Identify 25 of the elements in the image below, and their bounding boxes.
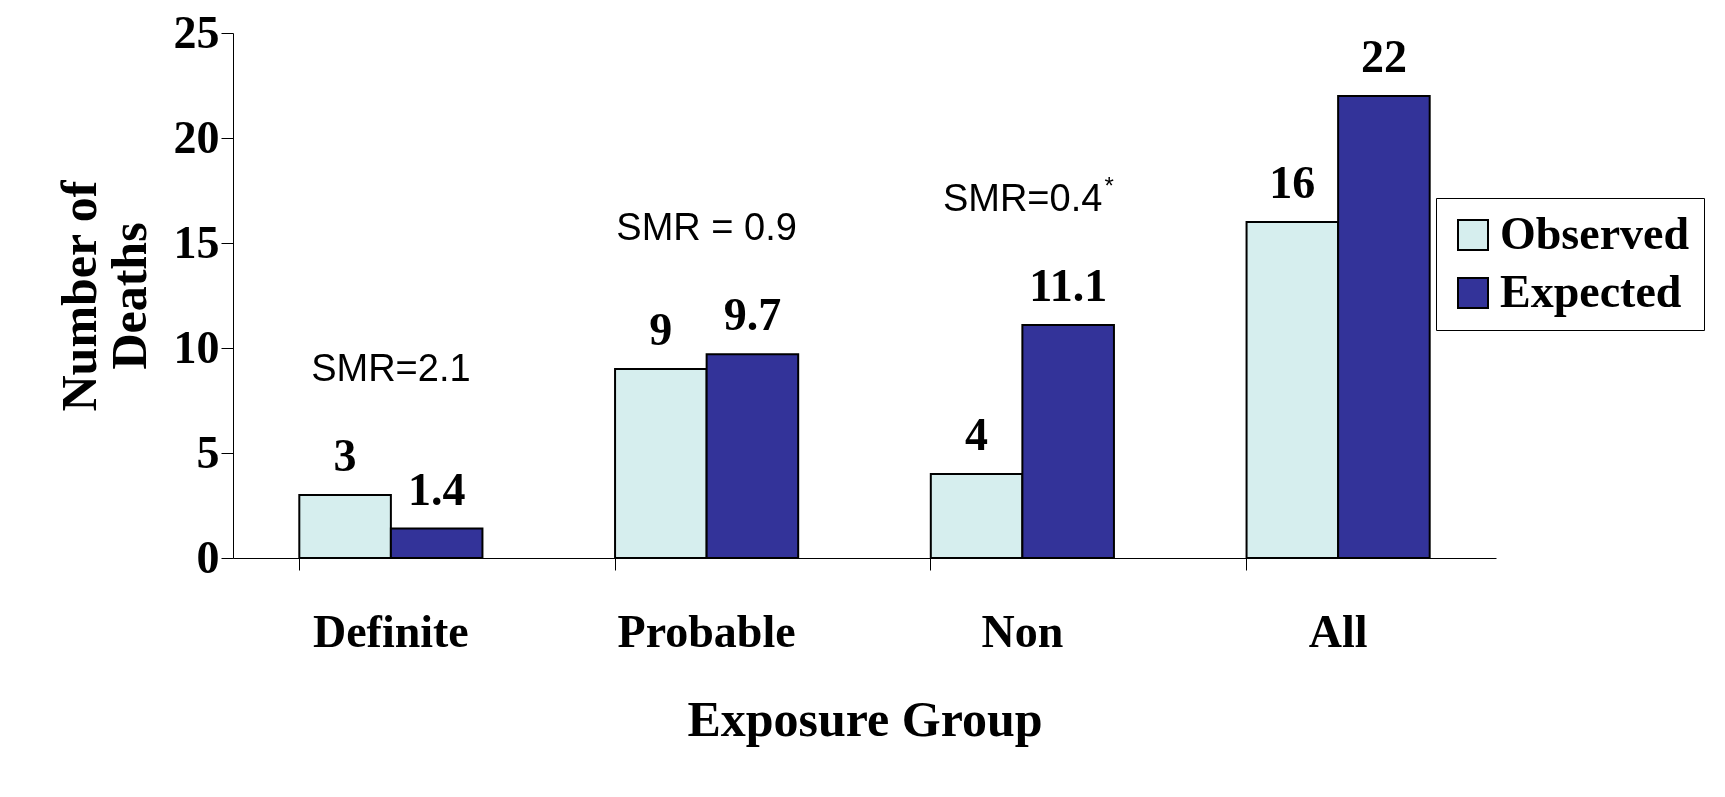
annotation: SMR=0.4*: [942, 171, 1114, 219]
x-tick-label: Non: [981, 605, 1064, 657]
legend-label: Observed: [1500, 208, 1690, 259]
x-tick-label: Probable: [617, 605, 796, 657]
y-tick-label: 20: [173, 111, 220, 163]
data-label: 9.7: [723, 289, 782, 341]
annotation: SMR = 0.9: [616, 206, 797, 249]
y-tick-label: 10: [173, 321, 220, 373]
y-tick-label: 5: [196, 426, 220, 478]
y-axis-title: Number of Deaths: [50, 179, 157, 412]
data-label: 9: [649, 304, 673, 355]
x-axis-title: Exposure Group: [687, 690, 1043, 747]
legend-label: Expected: [1500, 266, 1682, 317]
y-tick-label: 25: [173, 6, 220, 58]
data-label: 3: [333, 430, 357, 481]
data-label: 22: [1360, 31, 1407, 82]
data-label: 4: [965, 409, 989, 460]
x-tick-label: Definite: [312, 605, 469, 657]
y-tick-label: 0: [196, 531, 220, 583]
x-tick-label: All: [1308, 605, 1368, 657]
data-label: 16: [1269, 157, 1316, 208]
y-tick-label: 15: [173, 216, 220, 268]
annotation: SMR=2.1: [311, 347, 471, 389]
data-label: 11.1: [1029, 259, 1108, 311]
data-label: 1.4: [407, 463, 466, 515]
